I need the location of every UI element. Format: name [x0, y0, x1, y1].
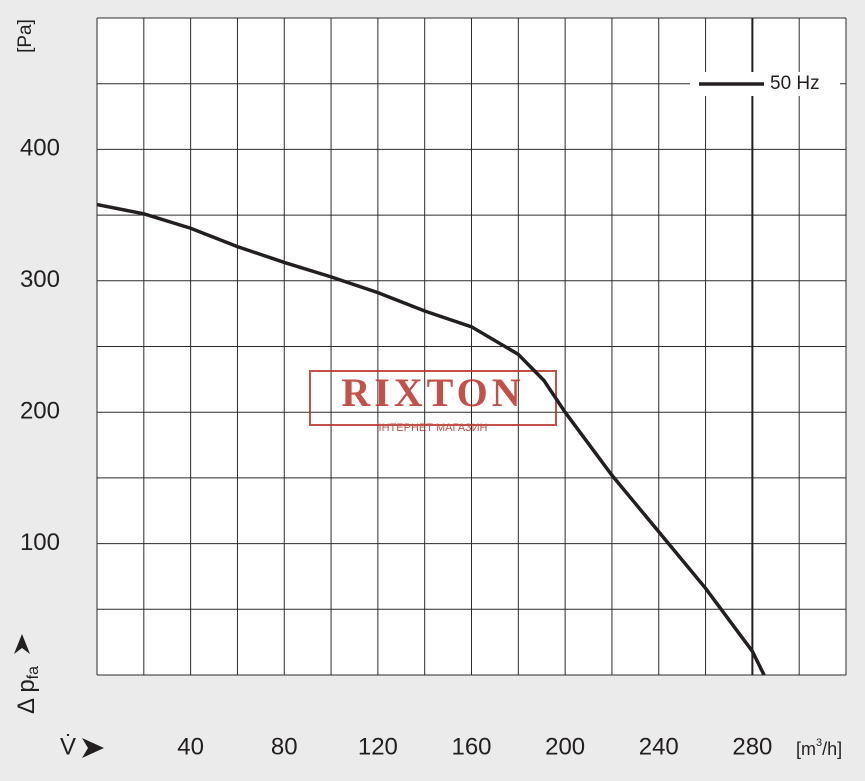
- x-unit: [m3/h]: [796, 737, 842, 759]
- watermark-text: RIXTON: [341, 370, 524, 415]
- watermark: RIXTON ІНТЕРНЕТ МАГАЗИН: [309, 370, 557, 434]
- x-tick-label: 240: [639, 733, 679, 760]
- y-tick-label: 100: [20, 529, 60, 556]
- y-tick-label: 400: [20, 135, 60, 162]
- x-unit-pre: [m: [796, 739, 816, 759]
- y-label: Δ pfa: [13, 666, 42, 714]
- x-unit-post: /h]: [822, 739, 842, 759]
- y-label-sub: fa: [25, 666, 42, 679]
- x-tick-label: 120: [358, 733, 398, 760]
- x-tick-label: 160: [451, 733, 491, 760]
- legend-label: 50 Hz: [770, 73, 820, 94]
- y-tick-label: 200: [20, 398, 60, 425]
- x-unit-sup: 3: [816, 737, 822, 749]
- y-label-main: Δ p: [13, 679, 40, 714]
- x-arrow: [82, 738, 104, 758]
- x-label: V̇: [60, 733, 76, 761]
- x-tick-label: 280: [732, 733, 772, 760]
- x-tick-label: 40: [177, 733, 204, 760]
- watermark-sub: ІНТЕРНЕТ МАГАЗИН: [379, 422, 488, 434]
- y-unit: [Pa]: [15, 19, 36, 53]
- y-arrow: [14, 634, 30, 654]
- y-tick-label: 300: [20, 266, 60, 293]
- x-tick-label: 200: [545, 733, 585, 760]
- x-tick-label: 80: [271, 733, 298, 760]
- series-line: [96, 202, 766, 676]
